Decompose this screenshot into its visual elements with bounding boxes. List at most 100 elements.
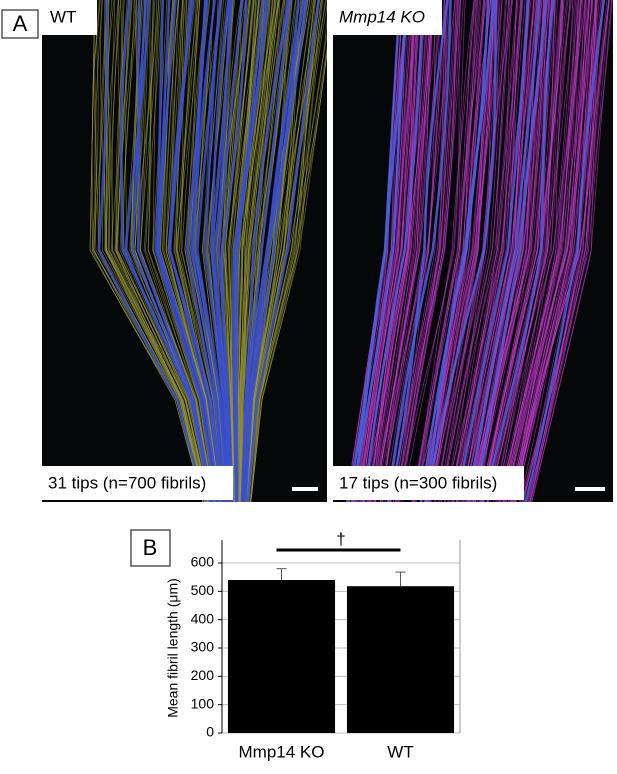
accent-fibril [246,0,321,502]
fibril [359,0,417,502]
x-tick-label: WT [387,742,413,761]
fibril [381,0,446,502]
bar-chart: 0 100 200 300 400 500 600 Mean fibril length (μ… [165,529,461,761]
fibril [397,0,461,502]
accent-fibril [362,0,424,502]
label-box [42,0,97,35]
fibril [501,0,580,502]
fibril [448,0,518,502]
fibril [412,0,477,502]
fibril [514,0,596,502]
fibril [104,0,206,502]
fibril [423,0,487,502]
fibril [93,0,204,502]
label-box [130,529,171,567]
accent-fibril [386,0,452,502]
fibril [395,0,456,502]
accent-fibril [424,0,495,502]
y-tick-label: 400 [191,610,215,626]
fibril [240,0,280,502]
scale-bar [292,487,318,491]
image-caption: 17 tips (n=300 fibrils) [339,473,497,492]
fibril [435,0,503,502]
fibril [110,0,211,502]
fibril [519,0,597,502]
y-axis-label: Mean fibril length (μm) [165,578,181,718]
fibril [145,0,217,502]
fibril [94,0,206,502]
fibril [512,0,593,502]
accent-fibril [243,0,305,502]
fibril [462,0,535,502]
fibril [510,0,590,502]
fibril [453,0,522,502]
fibril [502,0,584,502]
accent-fibril [388,0,449,502]
fibril [501,0,579,502]
panel-label: B [143,535,158,560]
accent-fibril [209,0,232,502]
fibril [395,0,458,502]
accent-fibril [190,0,227,502]
fibril [424,0,494,502]
accent-fibril [481,0,555,502]
fibril [370,0,427,502]
fibril [239,0,280,502]
accent-fibril [97,0,206,502]
label-box [1,9,39,39]
fibril [503,0,582,502]
fibril [447,0,514,502]
fibril [514,0,596,502]
fibril [402,0,466,502]
fibril [487,0,562,502]
bar [227,580,336,733]
fibrils-wt [89,0,327,502]
fibril [512,0,591,502]
y-tick-label: 0 [206,724,214,740]
fibrils-ko [345,0,613,502]
accent-fibril [455,0,529,502]
fibril [411,0,475,502]
fibril [528,0,610,502]
fibril [493,0,571,502]
fibril [526,0,604,502]
fibril [472,0,543,502]
fibril [229,0,253,502]
fibril [239,0,277,502]
fibril [497,0,571,502]
accent-fibril [119,0,212,502]
accent-fibril [233,0,268,502]
fibril [431,0,498,502]
accent-fibril [243,0,308,502]
fibril [147,0,215,502]
fibril [487,0,563,502]
fibril [354,0,408,502]
scale-bar [575,487,605,491]
fibril [529,0,610,502]
fibril [379,0,439,502]
accent-fibril [168,0,225,502]
accent-fibril [419,0,490,502]
accent-fibril [137,0,214,502]
fibril [107,0,209,502]
fibril [398,0,462,502]
x-tick-label: Mmp14 KO [239,742,325,761]
fibril [365,0,421,502]
bar [346,586,455,733]
fibril [393,0,456,502]
accent-fibril [192,0,229,502]
fibril [400,0,464,502]
fibril [506,0,586,502]
fibril [387,0,448,502]
fibril [370,0,432,502]
accent-fibril [154,0,218,502]
accent-fibril [240,0,290,502]
fibril [480,0,555,502]
image-label: WT [50,7,76,26]
accent-fibril [524,0,606,502]
accent-fibril [217,0,244,502]
fibril [505,0,586,502]
label-box [333,0,442,35]
